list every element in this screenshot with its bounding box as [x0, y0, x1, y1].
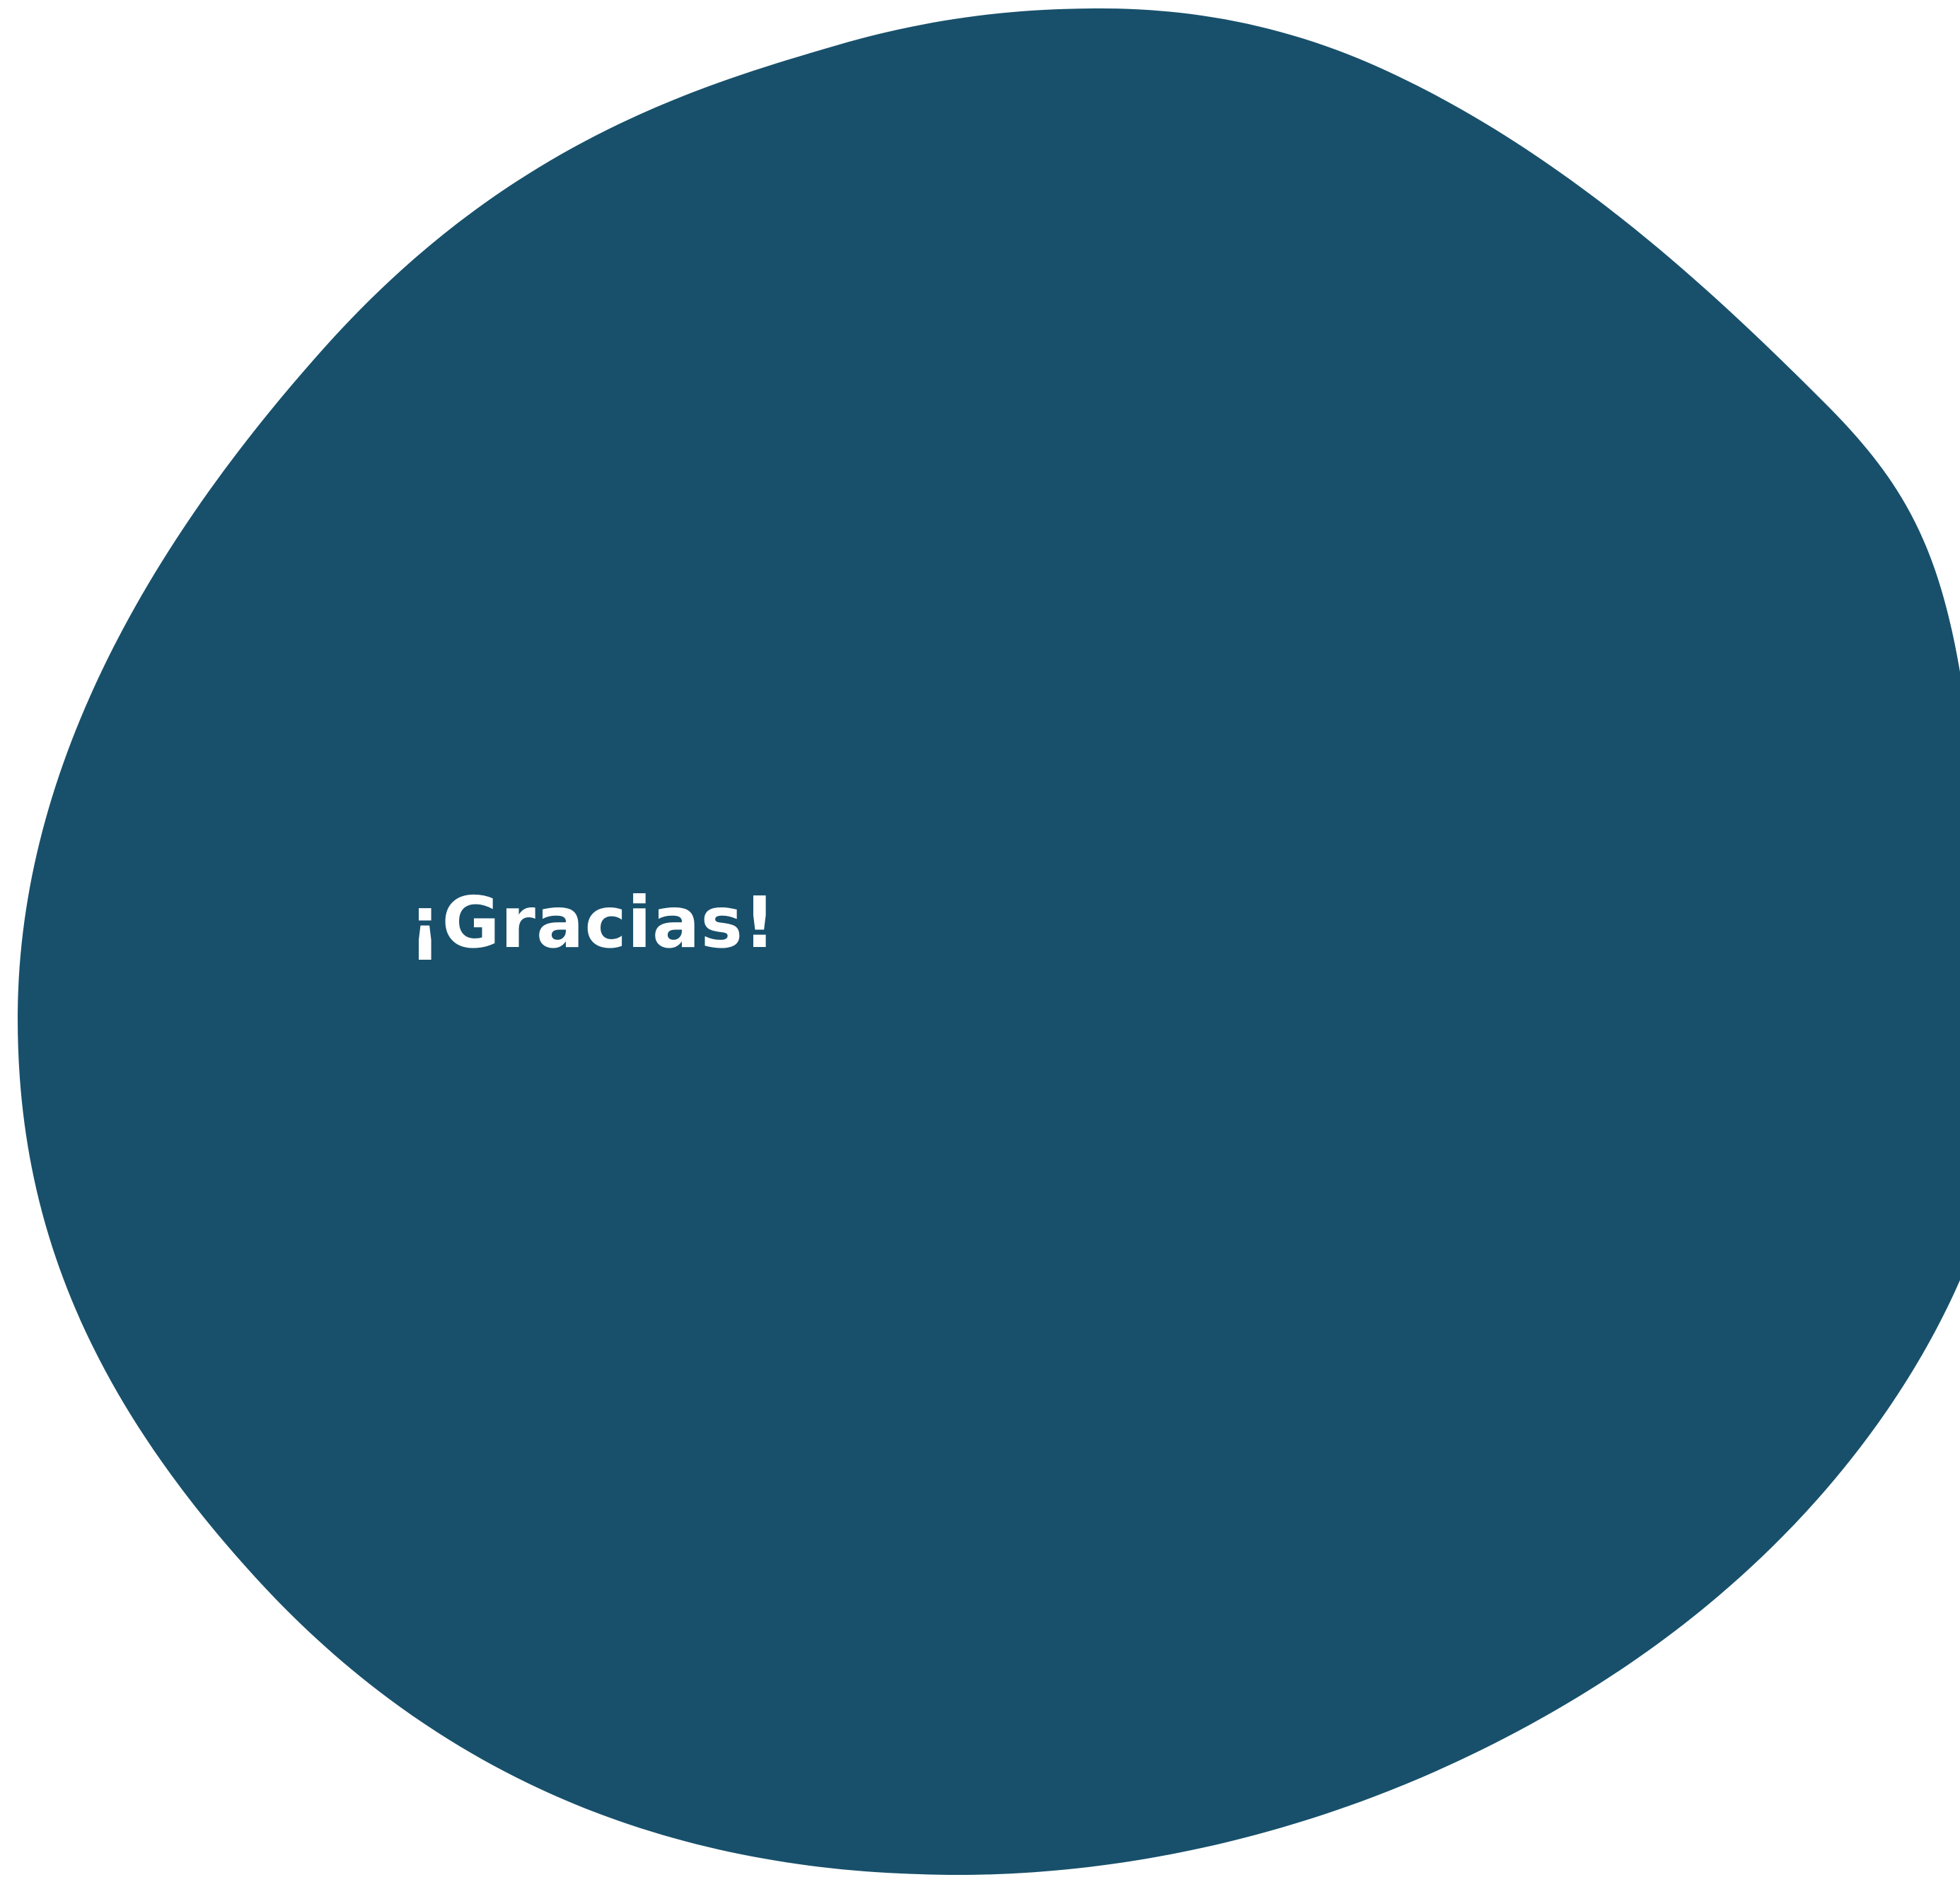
blob-path — [18, 8, 1960, 1876]
thank-you-heading: ¡Gracias! — [409, 881, 777, 964]
